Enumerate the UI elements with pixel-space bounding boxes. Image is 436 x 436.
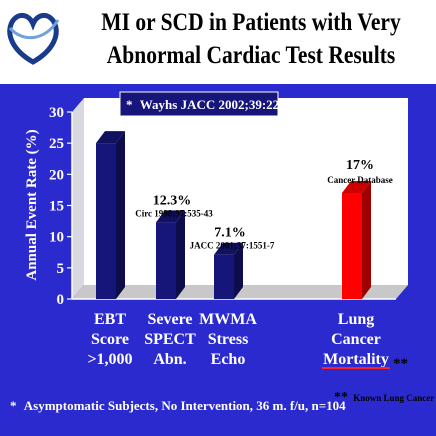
value-label: 17% (346, 158, 374, 173)
heart-swoosh-icon (7, 13, 60, 65)
citation-1: Wayhs JACC 2002;39:225-30 (140, 97, 303, 112)
y-tick-label: 0 (57, 292, 65, 308)
value-label: 12.3% (153, 193, 192, 208)
bar-side (176, 210, 185, 299)
citation-4: Cancer Database (327, 175, 393, 185)
bar-side (362, 181, 371, 299)
y-tick-label: 15 (49, 199, 64, 215)
citation-box-text: * Wayhs JACC 2002;39:225-30 (126, 97, 303, 112)
bar-front (96, 143, 116, 299)
lung-note-text: Known Lung Cancer (353, 393, 434, 403)
category-label: Score (91, 331, 129, 348)
bar-front (214, 254, 234, 299)
bar-front (342, 193, 362, 299)
y-axis-label: Annual Event Rate (%) (24, 129, 40, 280)
bar-side (116, 131, 125, 299)
value-label: 25% (90, 116, 118, 131)
bar-top (96, 131, 125, 144)
category-label: EBT (94, 311, 126, 328)
citation-box (119, 91, 279, 117)
slide-header: MI or SCD in Patients with Very Abnormal… (0, 0, 436, 84)
slide-title: MI or SCD in Patients with Very Abnormal… (95, 6, 406, 72)
category-label: Cancer (331, 331, 381, 348)
bar-front (156, 222, 176, 299)
bar-top (342, 181, 371, 194)
y-tick-label: 30 (49, 105, 64, 121)
footnote-text: Asymptomatic Subjects, No Intervention, … (24, 398, 346, 413)
category-label: MWMA (199, 311, 257, 328)
value-label: 7.1% (214, 226, 246, 241)
category-label: Stress (208, 331, 249, 348)
y-tick-label: 5 (57, 261, 65, 277)
y-tick-label: 20 (49, 167, 64, 183)
bar-side (234, 242, 243, 299)
footnote: * Asymptomatic Subjects, No Intervention… (10, 398, 346, 413)
chart: 0 5 10 15 20 25 30 Annual Event Rate (%) 25% 12… (10, 91, 434, 413)
category-label: SPECT (144, 331, 196, 348)
category-label: Mortality (323, 351, 389, 368)
title-line-1: MI or SCD in Patients with Very (101, 9, 401, 36)
category-label: >1,000 (87, 351, 132, 368)
footnote-marker: * (10, 398, 17, 413)
category-label: Lung (338, 311, 374, 328)
y-tick-label: 25 (49, 136, 64, 152)
plot-left-wall (72, 98, 84, 299)
bar-top (156, 210, 185, 223)
bar-top (214, 242, 243, 255)
category-label: Abn. (153, 351, 186, 368)
category-label: Severe (147, 311, 192, 328)
mortality-marker: ** (393, 356, 408, 372)
title-line-2: Abnormal Cardiac Test Results (106, 42, 396, 69)
lung-cancer-note: ** Known Lung Cancer (334, 390, 434, 405)
y-tick-label: 10 (49, 230, 64, 246)
category-label: Echo (211, 351, 246, 368)
citation-marker: * (126, 97, 133, 112)
citation-2: Circ 1998;97:535-43 (135, 208, 213, 218)
citation-3: JACC 2001;37:1551-7 (190, 241, 275, 251)
lung-note-marker: ** (334, 390, 348, 405)
